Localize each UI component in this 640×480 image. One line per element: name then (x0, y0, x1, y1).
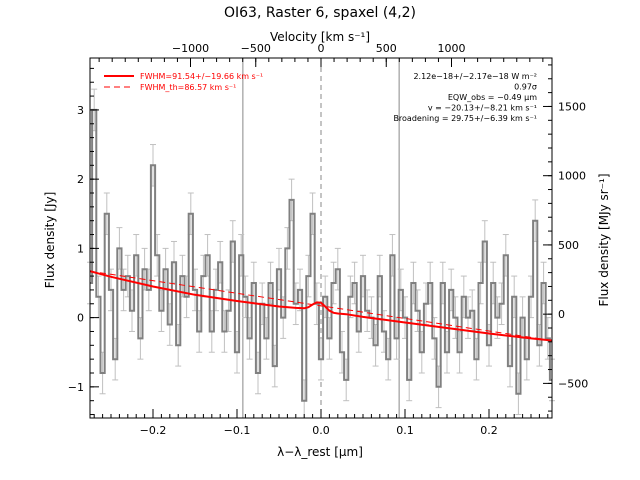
y-tick-label: −1 (68, 381, 84, 394)
y2-tick-label: −500 (558, 377, 588, 390)
annotation-line: Broadening = 29.75+/−6.39 km s⁻¹ (393, 114, 537, 123)
x2-tick-label: −500 (241, 42, 271, 55)
y2-tick-label: 1000 (558, 170, 586, 183)
error-bars (87, 88, 555, 418)
y-tick-label: 0 (77, 312, 84, 325)
x2-tick-label: 1000 (438, 42, 466, 55)
x2-tick-label: 0 (318, 42, 325, 55)
x-axis-label: λ−λ_rest [μm] (277, 445, 363, 459)
y2-tick-label: 1500 (558, 100, 586, 113)
x-tick-label: −0.1 (224, 424, 251, 437)
y-axis-label: Flux density [Jy] (43, 192, 57, 289)
x-tick-label: 0.1 (396, 424, 414, 437)
annotation-line: 2.12e−18+/−2.17e−18 W m⁻² (413, 72, 537, 81)
x-tick-label: 0.0 (312, 424, 330, 437)
y-tick-label: 3 (77, 104, 84, 117)
x2-tick-label: 500 (376, 42, 397, 55)
mask-bottom (0, 418, 640, 480)
right-axis-label: Flux density [MJy sr⁻¹] (597, 173, 611, 306)
y-tick-label: 2 (77, 173, 84, 186)
chart-title: OI63, Raster 6, spaxel (4,2) (224, 5, 416, 21)
legend: FWHM=91.54+/−19.66 km s⁻¹ FWHM_th=86.57 k… (104, 72, 263, 92)
annotation-line: EQW_obs = −0.49 μm (448, 93, 537, 102)
y-tick-label: 1 (77, 242, 84, 255)
mask-top (0, 0, 640, 58)
x-tick-label: −0.2 (140, 424, 167, 437)
fit-line (89, 270, 553, 342)
y2-tick-label: 0 (558, 308, 565, 321)
annotation-line: v = −20.13+/−8.21 km s⁻¹ (428, 104, 537, 113)
fwhm-th-line (89, 270, 553, 341)
spectrum-step-line (90, 108, 552, 402)
x2-tick-label: −1000 (172, 42, 209, 55)
annotation-line: 0.97σ (514, 83, 537, 92)
top-axis-label: Velocity [km s⁻¹] (270, 30, 370, 44)
legend-label-th: FWHM_th=86.57 km s⁻¹ (140, 83, 236, 92)
legend-label-fit: FWHM=91.54+/−19.66 km s⁻¹ (140, 72, 263, 81)
data-series (89, 108, 553, 402)
x-tick-label: 0.2 (480, 424, 498, 437)
y2-tick-label: 500 (558, 239, 579, 252)
